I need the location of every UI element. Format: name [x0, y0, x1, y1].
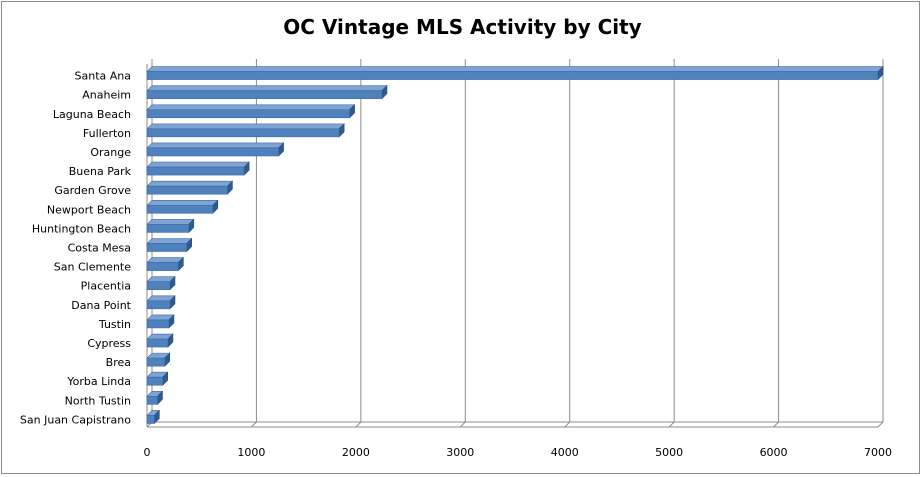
category-label: Orange	[90, 146, 131, 159]
bars	[146, 65, 884, 425]
bar	[146, 128, 340, 138]
category-label: Placentia	[81, 280, 131, 293]
bar-top	[146, 180, 234, 187]
bar	[146, 376, 163, 386]
x-tick-label: 4000	[551, 446, 579, 459]
category-label: Santa Ana	[75, 70, 131, 83]
category-label: Newport Beach	[47, 203, 131, 216]
category-label: Brea	[106, 356, 131, 369]
bar	[146, 262, 179, 271]
bar	[146, 90, 383, 99]
bar	[146, 71, 879, 80]
bar-top	[146, 238, 193, 244]
x-tick-label: 1000	[237, 446, 265, 459]
bar-top	[146, 257, 185, 263]
x-tick-label: 7000	[864, 446, 892, 459]
category-label: Laguna Beach	[53, 108, 131, 121]
bar	[146, 166, 245, 176]
bar	[146, 300, 171, 310]
bar	[146, 147, 279, 157]
category-label: Costa Mesa	[68, 242, 131, 255]
gridline-floor	[564, 421, 571, 428]
gridline-floor	[355, 421, 362, 428]
x-tick-label: 0	[144, 446, 151, 459]
category-label: Anaheim	[82, 89, 131, 102]
bar	[146, 185, 228, 195]
x-tick-label: 2000	[342, 446, 370, 459]
x-tick-label: 5000	[655, 446, 683, 459]
category-label: Fullerton	[83, 127, 131, 140]
x-tick-label: 3000	[446, 446, 474, 459]
bar	[146, 224, 190, 233]
bar	[146, 415, 155, 424]
bar	[146, 204, 214, 214]
gridline-floor	[877, 421, 884, 428]
category-label: Cypress	[87, 337, 131, 350]
bar	[146, 281, 171, 291]
bar	[146, 243, 187, 252]
bar-top	[146, 66, 884, 72]
bar	[146, 396, 158, 405]
bar-top	[146, 219, 195, 225]
category-label: San Juan Capistrano	[20, 413, 131, 426]
bar-top	[146, 123, 345, 130]
bar-top	[146, 104, 356, 111]
x-axis-ticks: 0 1000 2000 3000 4000 5000 6000 7000	[144, 446, 893, 459]
bar	[146, 338, 169, 348]
category-label: Dana Point	[71, 299, 131, 312]
bar-top	[146, 85, 388, 91]
gridline-floor	[251, 421, 257, 428]
bar	[146, 357, 166, 367]
category-label: Yorba Linda	[66, 375, 131, 388]
bar-top	[146, 199, 219, 206]
bar-top	[146, 161, 250, 168]
bar-top	[146, 142, 285, 149]
chart-title: OC Vintage MLS Activity by City	[283, 15, 642, 39]
category-label: Tustin	[98, 318, 131, 331]
category-labels: Santa Ana Anaheim Laguna Beach Fullerton Ora…	[20, 70, 132, 427]
category-label: Garden Grove	[54, 184, 131, 197]
bar	[146, 319, 170, 329]
gridline-floor	[459, 421, 466, 428]
gridlines	[146, 59, 884, 428]
x-tick-label: 6000	[760, 446, 788, 459]
category-label: Buena Park	[69, 165, 132, 178]
category-label: Huntington Beach	[32, 222, 131, 235]
category-label: San Clemente	[54, 261, 131, 274]
gridline-floor	[668, 421, 675, 428]
bar	[146, 109, 350, 119]
gridline-floor	[773, 421, 779, 428]
category-label: North Tustin	[65, 394, 131, 407]
